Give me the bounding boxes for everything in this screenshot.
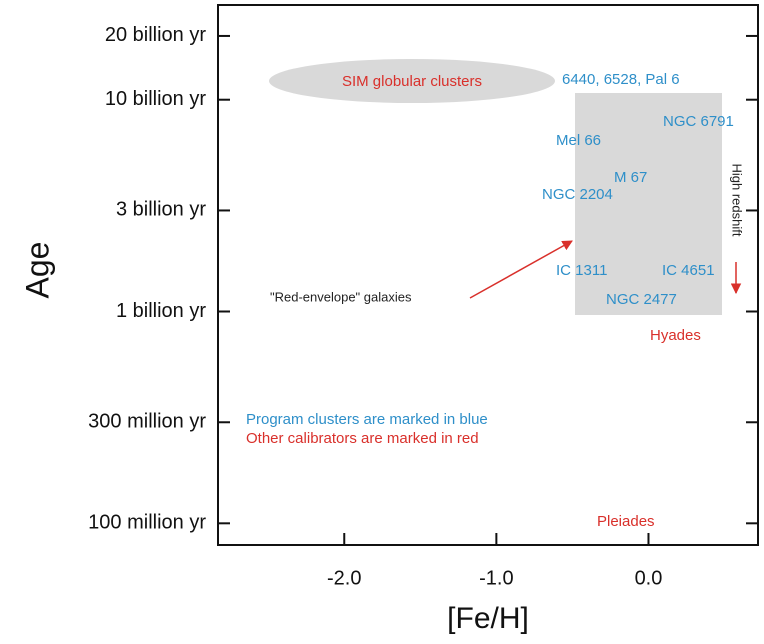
annotation: SIM globular clusters — [342, 73, 482, 90]
annotation: Pleiades — [597, 513, 655, 530]
x-axis-label: [Fe/H] — [447, 602, 529, 635]
globular-ellipse — [269, 59, 555, 103]
annotation: NGC 2204 — [542, 186, 613, 203]
y-tick-label: 300 million yr — [88, 411, 206, 433]
y-tick-label: 10 billion yr — [105, 88, 207, 110]
annotation: Other calibrators are marked in red — [246, 430, 479, 447]
shaded-region — [575, 93, 722, 315]
annotation: M 67 — [614, 169, 647, 186]
annotation: NGC 6791 — [663, 113, 734, 130]
plot-frame — [217, 4, 759, 546]
annotation: High redshift — [730, 164, 745, 237]
y-tick-label: 20 billion yr — [105, 24, 207, 46]
annotation: NGC 2477 — [606, 291, 677, 308]
annotation: Hyades — [650, 327, 701, 344]
arrow — [469, 240, 573, 299]
annotation: IC 1311 — [556, 262, 607, 279]
annotation: Program clusters are marked in blue — [246, 411, 488, 428]
y-axis-label: Age — [19, 242, 55, 299]
y-tick-label: 100 million yr — [88, 512, 206, 534]
y-tick-label: 3 billion yr — [116, 199, 206, 221]
annotation: 6440, 6528, Pal 6 — [562, 71, 680, 88]
annotation: Mel 66 — [556, 132, 601, 149]
y-tick-label: 1 billion yr — [116, 300, 206, 322]
annotation: "Red-envelope" galaxies — [270, 289, 412, 304]
x-tick-label: -2.0 — [327, 567, 361, 589]
x-tick-label: -1.0 — [479, 567, 513, 589]
x-tick-label: 0.0 — [635, 567, 663, 589]
annotation: IC 4651 — [662, 262, 715, 279]
